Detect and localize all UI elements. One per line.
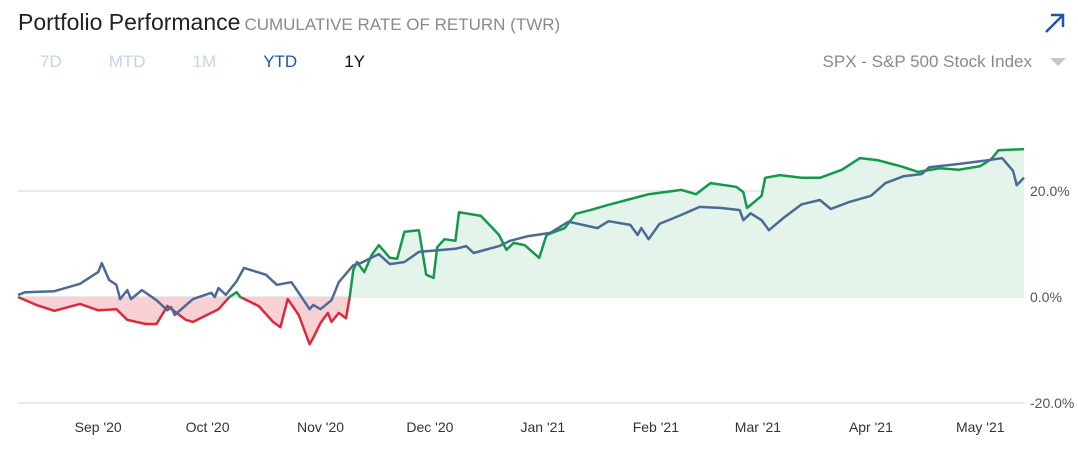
benchmark-dropdown[interactable]: SPX - S&P 500 Stock Index [823, 52, 1066, 72]
x-tick-label: Dec '20 [406, 419, 453, 435]
tab-1y[interactable]: 1Y [344, 52, 365, 71]
tab-mtd[interactable]: MTD [108, 52, 146, 71]
portfolio-negative-area [18, 297, 1024, 345]
x-tick-label: Apr '21 [849, 419, 893, 435]
period-tabs: 7D MTD 1M YTD 1Y [40, 52, 365, 72]
x-tick-label: May '21 [956, 419, 1005, 435]
x-tick-label: Sep '20 [75, 419, 122, 435]
y-tick-label: -20.0% [1030, 395, 1074, 411]
portfolio-line-positive [18, 147, 1025, 297]
tab-1m[interactable]: 1M [192, 52, 217, 71]
caret-down-icon [1050, 58, 1066, 66]
x-tick-label: Nov '20 [297, 419, 344, 435]
x-tick-label: Jan '21 [521, 419, 566, 435]
benchmark-line [17, 156, 1025, 317]
expand-button[interactable] [1042, 10, 1068, 36]
chart-subtitle: CUMULATIVE RATE OF RETURN (TWR) [244, 15, 561, 34]
tab-ytd[interactable]: YTD [263, 52, 298, 71]
portfolio-positive-area [18, 149, 1024, 297]
x-tick-label: Mar '21 [735, 419, 781, 435]
page-title: Portfolio Performance [18, 9, 241, 35]
y-tick-label: 0.0% [1030, 289, 1062, 305]
chart-header: Portfolio Performance CUMULATIVE RATE OF … [18, 9, 560, 36]
tab-7d[interactable]: 7D [40, 52, 62, 71]
portfolio-line-negative [17, 297, 351, 346]
x-tick-label: Feb '21 [633, 419, 679, 435]
benchmark-selected: SPX - S&P 500 Stock Index [822, 52, 1032, 71]
arrow-up-right-icon [1045, 13, 1065, 33]
x-tick-label: Oct '20 [186, 419, 230, 435]
y-tick-label: 20.0% [1030, 183, 1070, 199]
